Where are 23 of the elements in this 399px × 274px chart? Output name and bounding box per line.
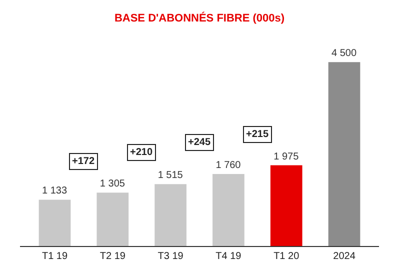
annotation: +210 (130, 147, 153, 158)
bar (212, 174, 244, 246)
x-tick-label: 2024 (333, 251, 356, 262)
x-tick-label: T1 19 (42, 251, 68, 262)
data-label: 1 305 (100, 178, 126, 190)
data-label: 1 515 (158, 170, 184, 182)
x-tick-label: T2 19 (100, 251, 126, 262)
chart-title: BASE D'ABONNÉS FIBRE (000s) (114, 11, 285, 24)
annotation: +245 (188, 137, 211, 148)
data-label: 4 500 (332, 48, 357, 60)
bar (38, 200, 71, 246)
data-label: 1 975 (274, 151, 300, 162)
bar (270, 165, 302, 246)
bar (328, 62, 360, 246)
x-tick-label: T4 19 (216, 251, 242, 262)
bar (96, 192, 129, 246)
annotation: +215 (246, 129, 269, 140)
data-label: 1 760 (216, 160, 242, 172)
x-tick-label: T1 20 (274, 251, 300, 262)
data-label: 1 133 (42, 186, 68, 197)
x-tick-label: T3 19 (158, 251, 184, 262)
annotation: +172 (72, 156, 95, 167)
bar (154, 184, 186, 246)
